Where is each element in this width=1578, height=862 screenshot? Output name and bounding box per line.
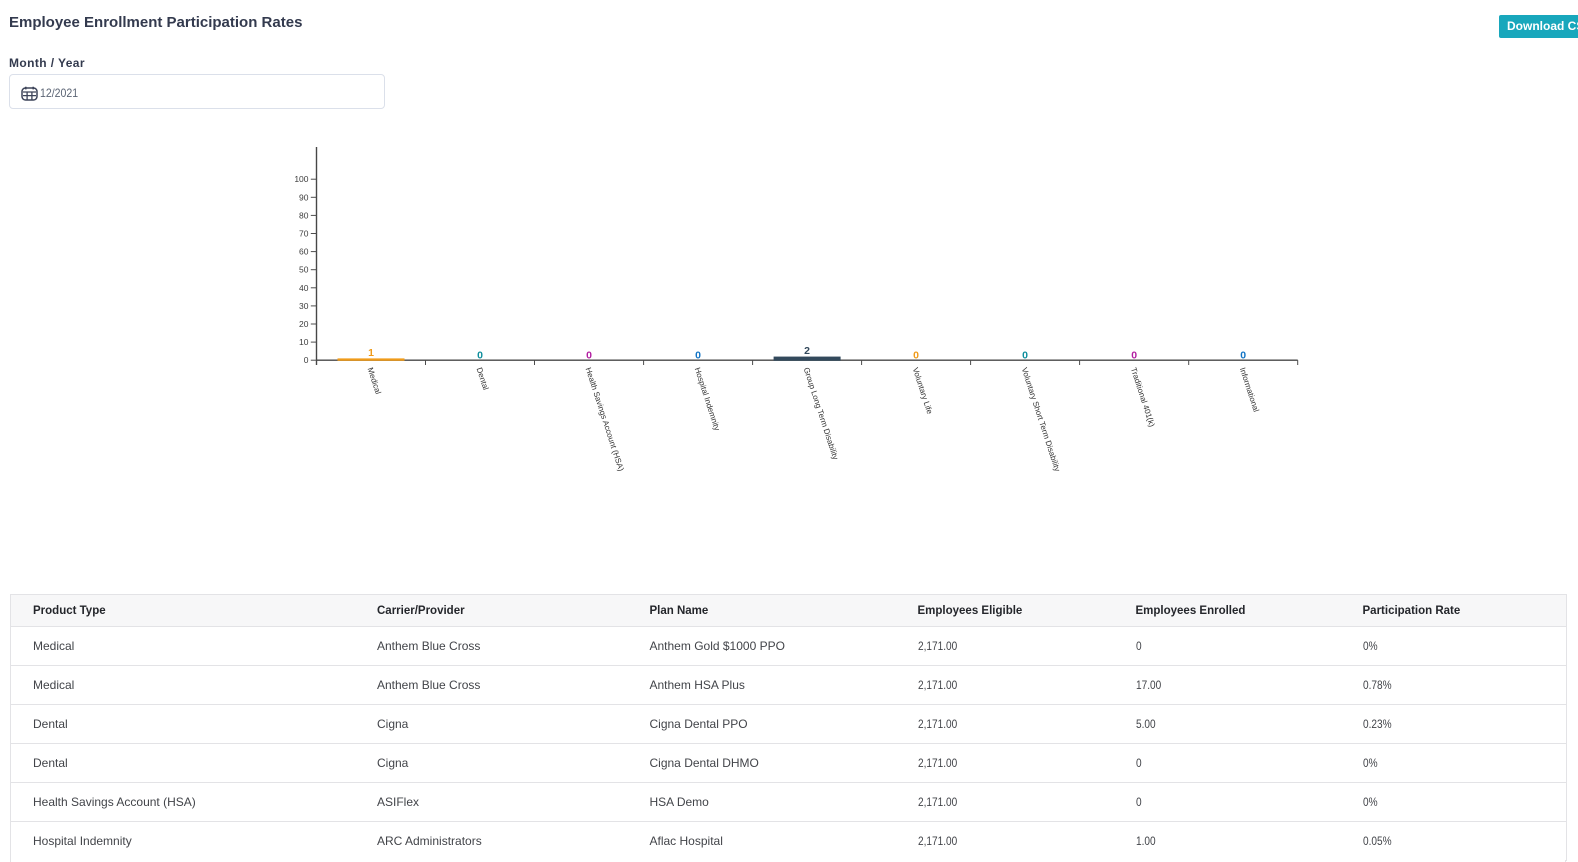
svg-text:10: 10 (299, 337, 309, 347)
svg-text:Informational: Informational (1238, 366, 1261, 413)
svg-text:0: 0 (913, 349, 919, 361)
svg-text:0: 0 (477, 349, 483, 361)
svg-text:Health Savings Account (HSA): Health Savings Account (HSA) (584, 366, 626, 472)
svg-text:20: 20 (299, 319, 309, 329)
svg-text:80: 80 (299, 210, 309, 220)
svg-text:60: 60 (299, 247, 309, 257)
svg-text:Hospital Indemnity: Hospital Indemnity (693, 366, 722, 431)
svg-text:Traditional 401(k): Traditional 401(k) (1129, 366, 1157, 428)
svg-text:Voluntary Short Term Disabilit: Voluntary Short Term Disability (1020, 366, 1062, 472)
svg-text:0: 0 (1022, 349, 1028, 361)
svg-text:1: 1 (368, 347, 374, 359)
svg-text:0: 0 (695, 349, 701, 361)
svg-text:0: 0 (586, 349, 592, 361)
svg-text:2: 2 (804, 345, 810, 357)
svg-text:Dental: Dental (475, 366, 491, 391)
svg-text:0: 0 (304, 355, 309, 365)
svg-text:0: 0 (1131, 349, 1137, 361)
svg-text:0: 0 (1240, 349, 1246, 361)
svg-text:50: 50 (299, 265, 309, 275)
svg-text:70: 70 (299, 229, 309, 239)
svg-text:Group Long Term Disability: Group Long Term Disability (802, 366, 840, 460)
svg-text:90: 90 (299, 192, 309, 202)
svg-text:Voluntary Life: Voluntary Life (911, 366, 935, 415)
svg-text:30: 30 (299, 301, 309, 311)
svg-text:40: 40 (299, 283, 309, 293)
svg-text:Medical: Medical (366, 366, 383, 395)
svg-text:100: 100 (294, 174, 308, 184)
